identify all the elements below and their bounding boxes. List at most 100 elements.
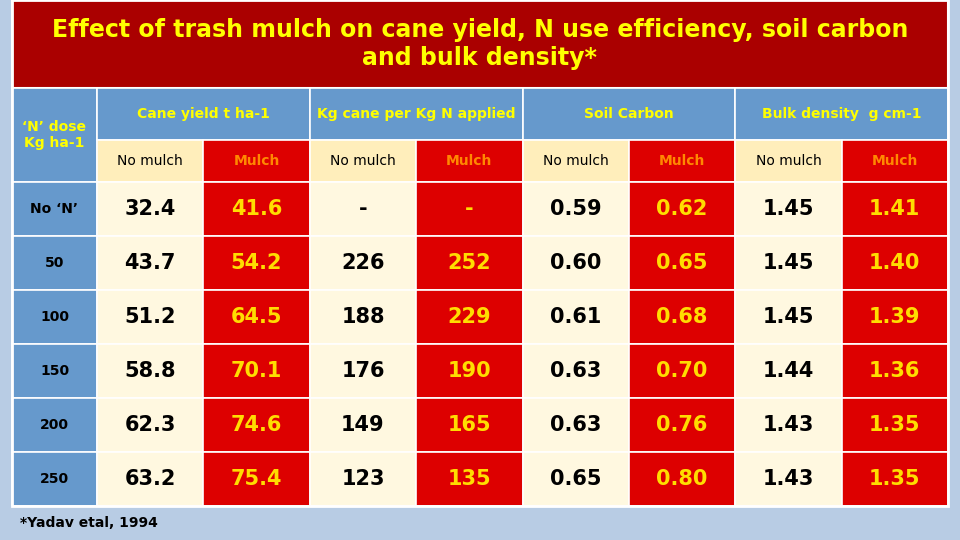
Bar <box>522 344 629 398</box>
Text: 176: 176 <box>341 361 385 381</box>
Bar <box>735 398 842 452</box>
Text: 43.7: 43.7 <box>125 253 176 273</box>
Text: 1.44: 1.44 <box>763 361 814 381</box>
Text: 0.63: 0.63 <box>550 415 601 435</box>
Text: Mulch: Mulch <box>446 154 492 168</box>
Text: 54.2: 54.2 <box>230 253 282 273</box>
Text: No ‘N’: No ‘N’ <box>31 202 79 216</box>
Text: 150: 150 <box>40 364 69 378</box>
Bar <box>416 398 522 452</box>
Bar <box>522 452 629 506</box>
Bar <box>735 236 842 290</box>
Bar <box>735 140 842 182</box>
Text: 0.62: 0.62 <box>657 199 708 219</box>
Bar <box>12 0 948 88</box>
Bar <box>310 182 416 236</box>
Text: Mulch: Mulch <box>872 154 918 168</box>
Text: 0.65: 0.65 <box>550 469 601 489</box>
Bar <box>310 398 416 452</box>
Bar <box>416 140 522 182</box>
Bar <box>629 236 735 290</box>
Bar <box>204 398 310 452</box>
Bar <box>735 290 842 344</box>
Text: 200: 200 <box>40 418 69 432</box>
Bar <box>522 140 629 182</box>
Text: Cane yield t ha-1: Cane yield t ha-1 <box>137 107 270 121</box>
Bar <box>12 452 97 506</box>
Text: 149: 149 <box>341 415 385 435</box>
Bar <box>97 452 204 506</box>
Text: 0.80: 0.80 <box>657 469 708 489</box>
Text: 0.68: 0.68 <box>657 307 708 327</box>
Text: No mulch: No mulch <box>756 154 822 168</box>
Bar <box>842 398 948 452</box>
Text: 1.41: 1.41 <box>869 199 921 219</box>
Bar <box>416 290 522 344</box>
Text: 74.6: 74.6 <box>230 415 282 435</box>
Bar <box>0 506 960 540</box>
Text: 135: 135 <box>447 469 492 489</box>
Text: *Yadav etal, 1994: *Yadav etal, 1994 <box>20 516 157 530</box>
Bar <box>310 236 416 290</box>
Bar <box>97 236 204 290</box>
Text: 1.43: 1.43 <box>763 469 814 489</box>
Text: 63.2: 63.2 <box>125 469 176 489</box>
Bar <box>204 182 310 236</box>
Bar <box>735 452 842 506</box>
Text: 0.60: 0.60 <box>550 253 601 273</box>
Text: 1.43: 1.43 <box>763 415 814 435</box>
Bar <box>97 398 204 452</box>
Text: 58.8: 58.8 <box>125 361 176 381</box>
Bar <box>204 290 310 344</box>
Text: 165: 165 <box>447 415 492 435</box>
Bar <box>735 182 842 236</box>
Bar <box>629 398 735 452</box>
Bar <box>522 290 629 344</box>
Text: 226: 226 <box>341 253 385 273</box>
Text: 0.61: 0.61 <box>550 307 601 327</box>
Text: 1.45: 1.45 <box>762 253 814 273</box>
Bar <box>416 236 522 290</box>
Bar <box>12 182 97 236</box>
Text: 51.2: 51.2 <box>125 307 176 327</box>
Bar <box>522 88 735 140</box>
Bar <box>97 182 204 236</box>
Bar <box>842 290 948 344</box>
Text: -: - <box>359 199 368 219</box>
Text: 75.4: 75.4 <box>230 469 282 489</box>
Bar <box>629 140 735 182</box>
Text: 32.4: 32.4 <box>125 199 176 219</box>
Bar <box>12 236 97 290</box>
Bar <box>522 236 629 290</box>
Text: 62.3: 62.3 <box>125 415 176 435</box>
Text: 100: 100 <box>40 310 69 324</box>
Bar <box>310 88 522 140</box>
Text: 190: 190 <box>447 361 492 381</box>
Text: No mulch: No mulch <box>117 154 183 168</box>
Text: 0.59: 0.59 <box>550 199 602 219</box>
Bar <box>310 140 416 182</box>
Text: 123: 123 <box>341 469 385 489</box>
Bar <box>842 452 948 506</box>
Text: 1.39: 1.39 <box>869 307 921 327</box>
Bar <box>629 452 735 506</box>
Text: 1.45: 1.45 <box>762 307 814 327</box>
Text: 188: 188 <box>341 307 385 327</box>
Text: 0.63: 0.63 <box>550 361 601 381</box>
Text: Kg cane per Kg N applied: Kg cane per Kg N applied <box>317 107 516 121</box>
Bar <box>97 140 204 182</box>
Text: 0.65: 0.65 <box>657 253 708 273</box>
Text: 1.35: 1.35 <box>869 415 921 435</box>
Bar <box>416 452 522 506</box>
Bar <box>12 398 97 452</box>
Bar <box>204 236 310 290</box>
Text: 50: 50 <box>45 256 64 270</box>
Text: 250: 250 <box>40 472 69 486</box>
Text: 70.1: 70.1 <box>230 361 282 381</box>
Bar <box>842 236 948 290</box>
Text: Effect of trash mulch on cane yield, N use efficiency, soil carbon
and bulk dens: Effect of trash mulch on cane yield, N u… <box>52 18 908 70</box>
Bar <box>204 344 310 398</box>
Text: 1.45: 1.45 <box>762 199 814 219</box>
Text: 1.36: 1.36 <box>869 361 921 381</box>
Text: 1.40: 1.40 <box>869 253 921 273</box>
